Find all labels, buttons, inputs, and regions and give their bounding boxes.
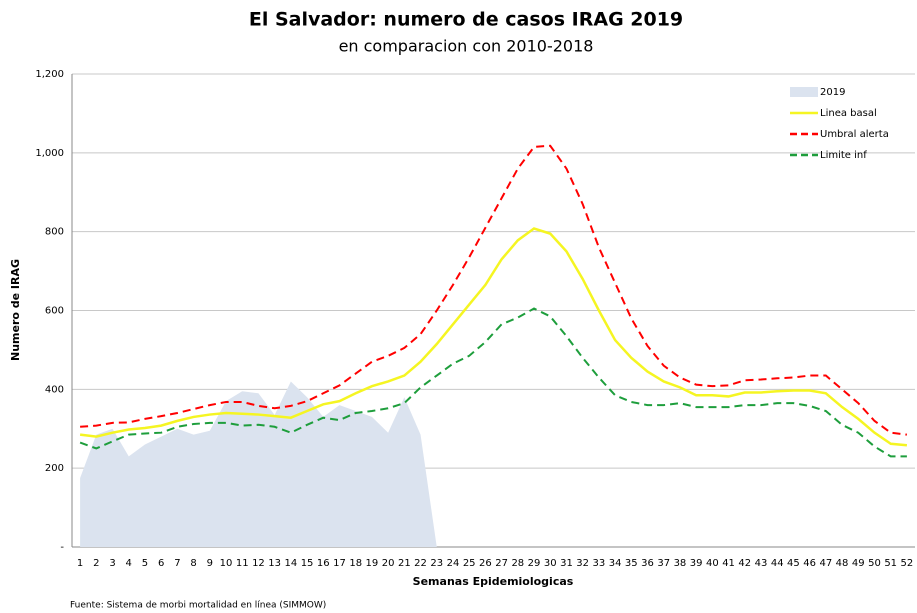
x-tick-label: 8 <box>190 558 196 569</box>
x-tick-label: 30 <box>544 558 557 569</box>
x-tick-label: 34 <box>609 558 622 569</box>
x-tick-label: 51 <box>884 558 897 569</box>
x-tick-label: 13 <box>268 558 281 569</box>
x-tick-label: 47 <box>819 558 832 569</box>
y-tick-label: 1,200 <box>35 69 64 80</box>
x-tick-label: 5 <box>142 558 148 569</box>
line <box>79 227 908 447</box>
x-tick-label: 41 <box>722 558 735 569</box>
legend-label: 2019 <box>820 87 845 98</box>
x-tick-label: 9 <box>207 558 213 569</box>
line <box>79 307 907 458</box>
y-tick-label: - <box>60 542 64 553</box>
y-tick-label: 1,000 <box>35 148 64 159</box>
x-tick-label: 28 <box>511 558 524 569</box>
y-axis-title: Numero de IRAG <box>9 259 22 361</box>
x-axis-title: Semanas Epidemiologicas <box>413 575 574 588</box>
x-tick-label: 6 <box>158 558 164 569</box>
x-tick-label: 2 <box>93 558 99 569</box>
legend-swatch <box>790 87 818 97</box>
x-tick-label: 15 <box>301 558 314 569</box>
area <box>80 381 437 547</box>
x-tick-label: 19 <box>366 558 379 569</box>
x-tick-label: 24 <box>447 558 460 569</box>
x-tick-label: 37 <box>657 558 670 569</box>
x-tick-label: 1 <box>77 558 83 569</box>
x-tick-label: 48 <box>836 558 849 569</box>
y-tick-label: 200 <box>45 463 64 474</box>
x-tick-label: 50 <box>868 558 881 569</box>
y-tick-label: 800 <box>45 227 64 238</box>
x-tick-label: 45 <box>787 558 800 569</box>
x-tick-label: 17 <box>333 558 346 569</box>
x-tick-label: 11 <box>236 558 249 569</box>
x-tick-label: 52 <box>901 558 914 569</box>
x-tick-label: 12 <box>252 558 265 569</box>
x-tick-label: 36 <box>641 558 654 569</box>
x-tick-label: 20 <box>382 558 395 569</box>
x-tick-label: 22 <box>414 558 427 569</box>
x-tick-label: 14 <box>284 558 297 569</box>
x-tick-label: 3 <box>109 558 115 569</box>
x-tick-label: 33 <box>593 558 606 569</box>
x-tick-label: 42 <box>738 558 751 569</box>
x-tick-label: 38 <box>674 558 687 569</box>
x-tick-label: 40 <box>706 558 719 569</box>
x-tick-label: 18 <box>349 558 362 569</box>
x-tick-label: 23 <box>430 558 443 569</box>
x-tick-label: 35 <box>625 558 638 569</box>
x-tick-label: 49 <box>852 558 865 569</box>
legend-label: Limite inf <box>820 150 867 161</box>
legend-label: Umbral alerta <box>820 129 889 140</box>
x-tick-label: 31 <box>560 558 573 569</box>
x-tick-label: 39 <box>690 558 703 569</box>
x-tick-label: 25 <box>463 558 476 569</box>
chart-title: El Salvador: numero de casos IRAG 2019 <box>249 9 683 31</box>
x-tick-label: 10 <box>220 558 233 569</box>
source-note: Fuente: Sistema de morbi mortalidad en l… <box>70 601 326 611</box>
x-tick-label: 29 <box>528 558 541 569</box>
chart-subtitle: en comparacion con 2010-2018 <box>339 37 594 56</box>
x-tick-label: 26 <box>479 558 492 569</box>
x-tick-label: 46 <box>803 558 816 569</box>
x-tick-label: 4 <box>126 558 132 569</box>
legend-label: Linea basal <box>820 108 877 119</box>
y-tick-label: 400 <box>45 384 64 395</box>
x-tick-label: 44 <box>771 558 784 569</box>
x-tick-label: 32 <box>576 558 589 569</box>
x-tick-label: 27 <box>495 558 508 569</box>
x-tick-label: 16 <box>317 558 330 569</box>
y-tick-label: 600 <box>45 306 64 317</box>
x-tick-label: 21 <box>398 558 411 569</box>
x-tick-label: 43 <box>755 558 768 569</box>
x-tick-label: 7 <box>174 558 180 569</box>
